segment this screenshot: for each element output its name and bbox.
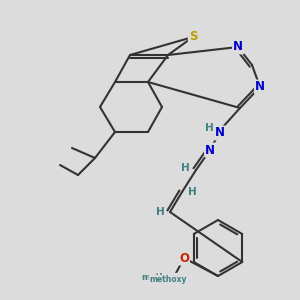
Text: H: H	[181, 163, 189, 173]
Text: S: S	[189, 31, 197, 44]
Text: N: N	[233, 40, 243, 53]
Text: H: H	[156, 207, 164, 217]
Text: H: H	[188, 187, 196, 197]
Text: N: N	[215, 127, 225, 140]
Text: methoxy: methoxy	[149, 275, 187, 284]
Text: H: H	[205, 123, 213, 133]
Text: N: N	[255, 80, 265, 94]
Text: N: N	[205, 143, 215, 157]
Text: methoxy: methoxy	[141, 274, 183, 283]
Text: O: O	[179, 251, 189, 265]
